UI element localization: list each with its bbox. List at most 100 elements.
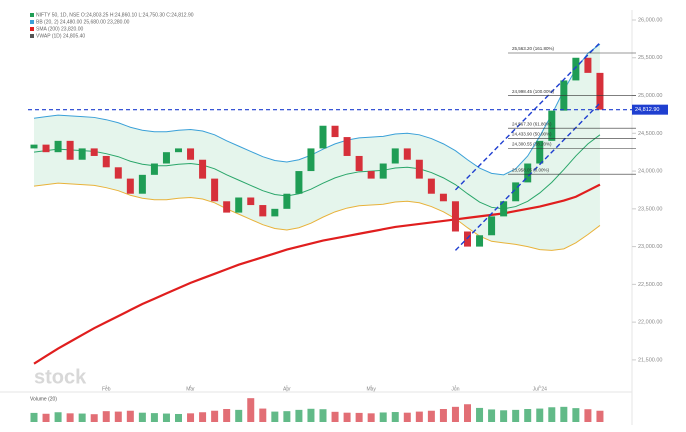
candle-body bbox=[295, 171, 303, 194]
legend-text: SMA (200) 23,820.00 bbox=[36, 26, 83, 32]
y-tick-label: 23,000.00 bbox=[638, 244, 662, 250]
candle-body bbox=[223, 201, 231, 213]
volume-bar bbox=[42, 413, 50, 422]
candle-body bbox=[439, 193, 447, 202]
candle-body bbox=[355, 155, 363, 172]
legend-swatch bbox=[30, 27, 34, 31]
fib-label: 24,300.55 (38.20%) bbox=[512, 142, 552, 147]
volume-bar bbox=[319, 409, 327, 422]
volume-bar bbox=[259, 408, 267, 422]
candle-body bbox=[90, 148, 98, 156]
volume-bar bbox=[114, 411, 122, 422]
volume-bar bbox=[295, 409, 303, 422]
candle-body bbox=[343, 137, 351, 156]
y-tick-label: 24,000.00 bbox=[638, 169, 662, 175]
candle-body bbox=[319, 125, 327, 149]
candle-body bbox=[271, 208, 279, 217]
volume-bar bbox=[379, 412, 387, 422]
y-tick-label: 21,500.00 bbox=[638, 357, 662, 363]
candle-body bbox=[54, 140, 62, 153]
volume-bar bbox=[524, 409, 532, 422]
last-price-label: 24,812.90 bbox=[635, 107, 659, 113]
candle-body bbox=[42, 144, 50, 153]
volume-bar bbox=[536, 408, 544, 422]
candle-body bbox=[102, 155, 110, 168]
volume-bar bbox=[150, 413, 158, 422]
legend-text: VWAP (1D) 24,805.40 bbox=[36, 33, 85, 39]
fib-label: 24,998.45 (100.00%) bbox=[512, 89, 555, 94]
volume-bar bbox=[584, 409, 592, 422]
candle-body bbox=[283, 193, 291, 209]
volume-bar bbox=[355, 412, 363, 422]
volume-bar bbox=[90, 414, 98, 422]
legend-swatch bbox=[30, 20, 34, 24]
bb-lower bbox=[33, 182, 601, 251]
x-tick-label: Mar bbox=[186, 386, 195, 392]
volume-bar bbox=[500, 410, 508, 422]
bb-upper bbox=[33, 43, 601, 176]
volume-bar bbox=[439, 409, 447, 422]
candle-body bbox=[175, 148, 182, 153]
volume-bar bbox=[102, 411, 110, 422]
candle-body bbox=[138, 174, 146, 194]
y-tick-label: 24,500.00 bbox=[638, 131, 662, 137]
volume-bar bbox=[138, 412, 146, 422]
volume-bar bbox=[343, 412, 351, 422]
volume-bar bbox=[30, 412, 38, 422]
legend-swatch bbox=[30, 34, 34, 38]
fib-label: 24,433.90 (50.00%) bbox=[512, 131, 552, 136]
volume-bar bbox=[596, 410, 604, 422]
volume-bar bbox=[367, 413, 375, 422]
legend-text: BB (20, 2) 24,480.00 25,680.00 23,280.00 bbox=[36, 19, 130, 25]
volume-bar bbox=[66, 413, 74, 422]
candle-body bbox=[476, 235, 484, 247]
candle-body bbox=[66, 140, 74, 160]
volume-bar bbox=[211, 410, 219, 422]
candle-body bbox=[379, 163, 387, 179]
candle-body bbox=[548, 110, 556, 141]
y-tick-label: 23,500.00 bbox=[638, 206, 662, 212]
candle-body bbox=[451, 201, 459, 232]
last-price-box bbox=[632, 104, 668, 115]
y-tick-label: 25,500.00 bbox=[638, 55, 662, 61]
band-fill bbox=[34, 44, 600, 251]
candle-body bbox=[596, 72, 604, 110]
volume-bar bbox=[572, 408, 580, 422]
volume-bar bbox=[391, 412, 399, 422]
volume-bar bbox=[78, 413, 86, 422]
candle-body bbox=[114, 167, 122, 179]
volume-bar bbox=[488, 409, 496, 422]
volume-label: Volume (20) bbox=[30, 396, 57, 402]
candle-body bbox=[488, 216, 496, 236]
candle-body bbox=[259, 205, 267, 217]
volume-bar bbox=[223, 409, 231, 422]
volume-bar bbox=[512, 409, 520, 422]
y-tick-label: 25,000.00 bbox=[638, 93, 662, 99]
volume-bar bbox=[54, 412, 62, 422]
x-tick-label: Feb bbox=[102, 386, 111, 392]
volume-bar bbox=[560, 406, 568, 422]
volume-bar bbox=[307, 408, 315, 422]
candle-body bbox=[126, 178, 134, 194]
volume-bar bbox=[175, 413, 182, 422]
volume-bar bbox=[247, 398, 255, 422]
fib-label: 24,567.30 (61.80%) bbox=[512, 121, 552, 126]
candle-body bbox=[584, 57, 592, 73]
candle-body bbox=[572, 57, 580, 81]
candle-body bbox=[331, 125, 339, 138]
y-tick-label: 22,000.00 bbox=[638, 320, 662, 326]
x-tick-label: Jun bbox=[451, 386, 459, 392]
legend-text: NIFTY 50, 1D, NSE O:24,803.25 H:24,860.1… bbox=[36, 12, 194, 18]
candle-body bbox=[235, 197, 243, 213]
volume-bar bbox=[187, 413, 195, 422]
volume-bar bbox=[126, 410, 134, 422]
candle-body bbox=[307, 148, 315, 172]
channel-line bbox=[454, 42, 601, 191]
channel-line bbox=[454, 102, 601, 251]
volume-bar bbox=[548, 407, 556, 422]
candle-body bbox=[536, 140, 544, 164]
candle-body bbox=[199, 159, 207, 179]
volume-bar bbox=[476, 407, 484, 422]
